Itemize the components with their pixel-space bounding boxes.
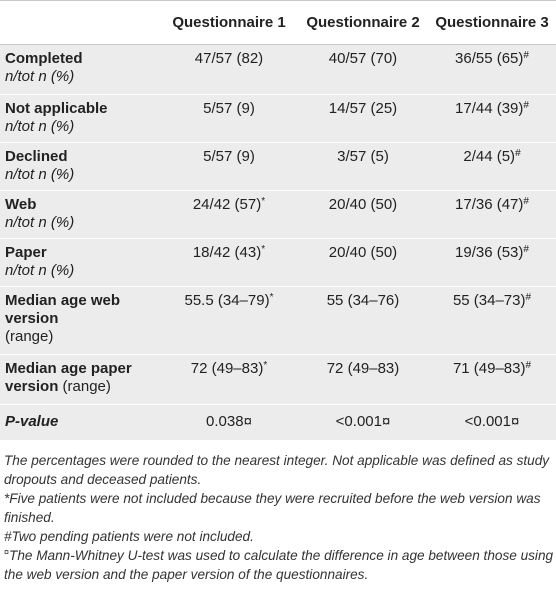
row-label-sub: n/tot n (%) (5, 214, 75, 231)
row-label-main: Median age web version (5, 292, 121, 327)
row-label-main: Web (5, 196, 37, 213)
questionnaire-table: Questionnaire 1 Questionnaire 2 Question… (0, 0, 556, 441)
row-label-sub: n/tot n (%) (5, 262, 75, 279)
row-label: Paper n/tot n (%) (0, 238, 160, 287)
header-row: Questionnaire 1 Questionnaire 2 Question… (0, 0, 556, 45)
table-row: Completed n/tot n (%) 47/57 (82) 40/57 (… (0, 44, 556, 95)
table-cell: 5/57 (9) (160, 94, 298, 143)
footnote-hash: #Two pending patients were not included. (4, 529, 254, 544)
row-label-main: Completed (5, 50, 83, 67)
row-label: Median age web version (range) (0, 286, 160, 355)
table-cell: 20/40 (50) (298, 190, 428, 239)
table-cell: 17/36 (47)# (428, 190, 556, 239)
table-cell: 55 (34–76) (298, 286, 428, 355)
row-label-sub: (range) (62, 378, 111, 395)
table-cell: <0.001¤ (428, 404, 556, 441)
header-questionnaire-1: Questionnaire 1 (160, 0, 298, 45)
row-label: Median age paper version (range) (0, 354, 160, 405)
table-cell: 2/44 (5)# (428, 142, 556, 191)
row-label-sub: n/tot n (%) (5, 118, 75, 135)
table-row: Paper n/tot n (%) 18/42 (43)* 20/40 (50)… (0, 238, 556, 287)
footnote-currency-text: The Mann-Whitney U-test was used to calc… (4, 548, 554, 582)
table-cell: 3/57 (5) (298, 142, 428, 191)
table-row: Median age paper version (range) 72 (49–… (0, 354, 556, 405)
table-cell: 17/44 (39)# (428, 94, 556, 143)
table-cell: 55.5 (34–79)* (160, 286, 298, 355)
table-cell: <0.001¤ (298, 404, 428, 441)
row-label-main: P-value (5, 413, 58, 430)
table-cell: 14/57 (25) (298, 94, 428, 143)
table-cell: 5/57 (9) (160, 142, 298, 191)
table-cell: 19/36 (53)# (428, 238, 556, 287)
row-label: Web n/tot n (%) (0, 190, 160, 239)
table-row: Not applicable n/tot n (%) 5/57 (9) 14/5… (0, 94, 556, 143)
table-cell: 47/57 (82) (160, 44, 298, 95)
row-label-main: Paper (5, 244, 47, 261)
table-row: Median age web version (range) 55.5 (34–… (0, 286, 556, 355)
table-cell: 24/42 (57)* (160, 190, 298, 239)
header-questionnaire-3: Questionnaire 3 (428, 0, 556, 45)
row-label-sub: n/tot n (%) (5, 68, 75, 85)
table-cell: 72 (49–83)* (160, 354, 298, 405)
table-cell: 0.038¤ (160, 404, 298, 441)
footnote-rounding: The percentages were rounded to the near… (4, 453, 550, 487)
table-row: Web n/tot n (%) 24/42 (57)* 20/40 (50) 1… (0, 190, 556, 239)
row-label: P-value (0, 404, 160, 441)
table-cell: 72 (49–83) (298, 354, 428, 405)
table-cell: 71 (49–83)# (428, 354, 556, 405)
footnote-currency: ¤The Mann-Whitney U-test was used to cal… (4, 546, 554, 584)
row-label: Not applicable n/tot n (%) (0, 94, 160, 143)
row-label-main: Declined (5, 148, 68, 165)
row-label: Declined n/tot n (%) (0, 142, 160, 191)
table-cell: 20/40 (50) (298, 238, 428, 287)
header-questionnaire-2: Questionnaire 2 (298, 0, 428, 45)
table-cell: 55 (34–73)# (428, 286, 556, 355)
p-value-label: P-value (5, 413, 59, 430)
row-label: Completed n/tot n (%) (0, 44, 160, 95)
footnote-currency-mark: ¤ (4, 547, 10, 557)
row-label-main: Not applicable (5, 100, 108, 117)
table-cell: 36/55 (65)# (428, 44, 556, 95)
table-cell: 18/42 (43)* (160, 238, 298, 287)
footnote-asterisk: *Five patients were not included because… (4, 491, 541, 525)
table-footnotes: The percentages were rounded to the near… (4, 451, 554, 584)
header-cell-empty (0, 0, 160, 45)
row-label-main: Median age paper version (5, 360, 132, 395)
row-label-sub: n/tot n (%) (5, 166, 75, 183)
table-cell: 40/57 (70) (298, 44, 428, 95)
row-label-sub: (range) (5, 328, 54, 345)
table-row: Declined n/tot n (%) 5/57 (9) 3/57 (5) 2… (0, 142, 556, 191)
table-row: P-value 0.038¤ <0.001¤ <0.001¤ (0, 404, 556, 441)
